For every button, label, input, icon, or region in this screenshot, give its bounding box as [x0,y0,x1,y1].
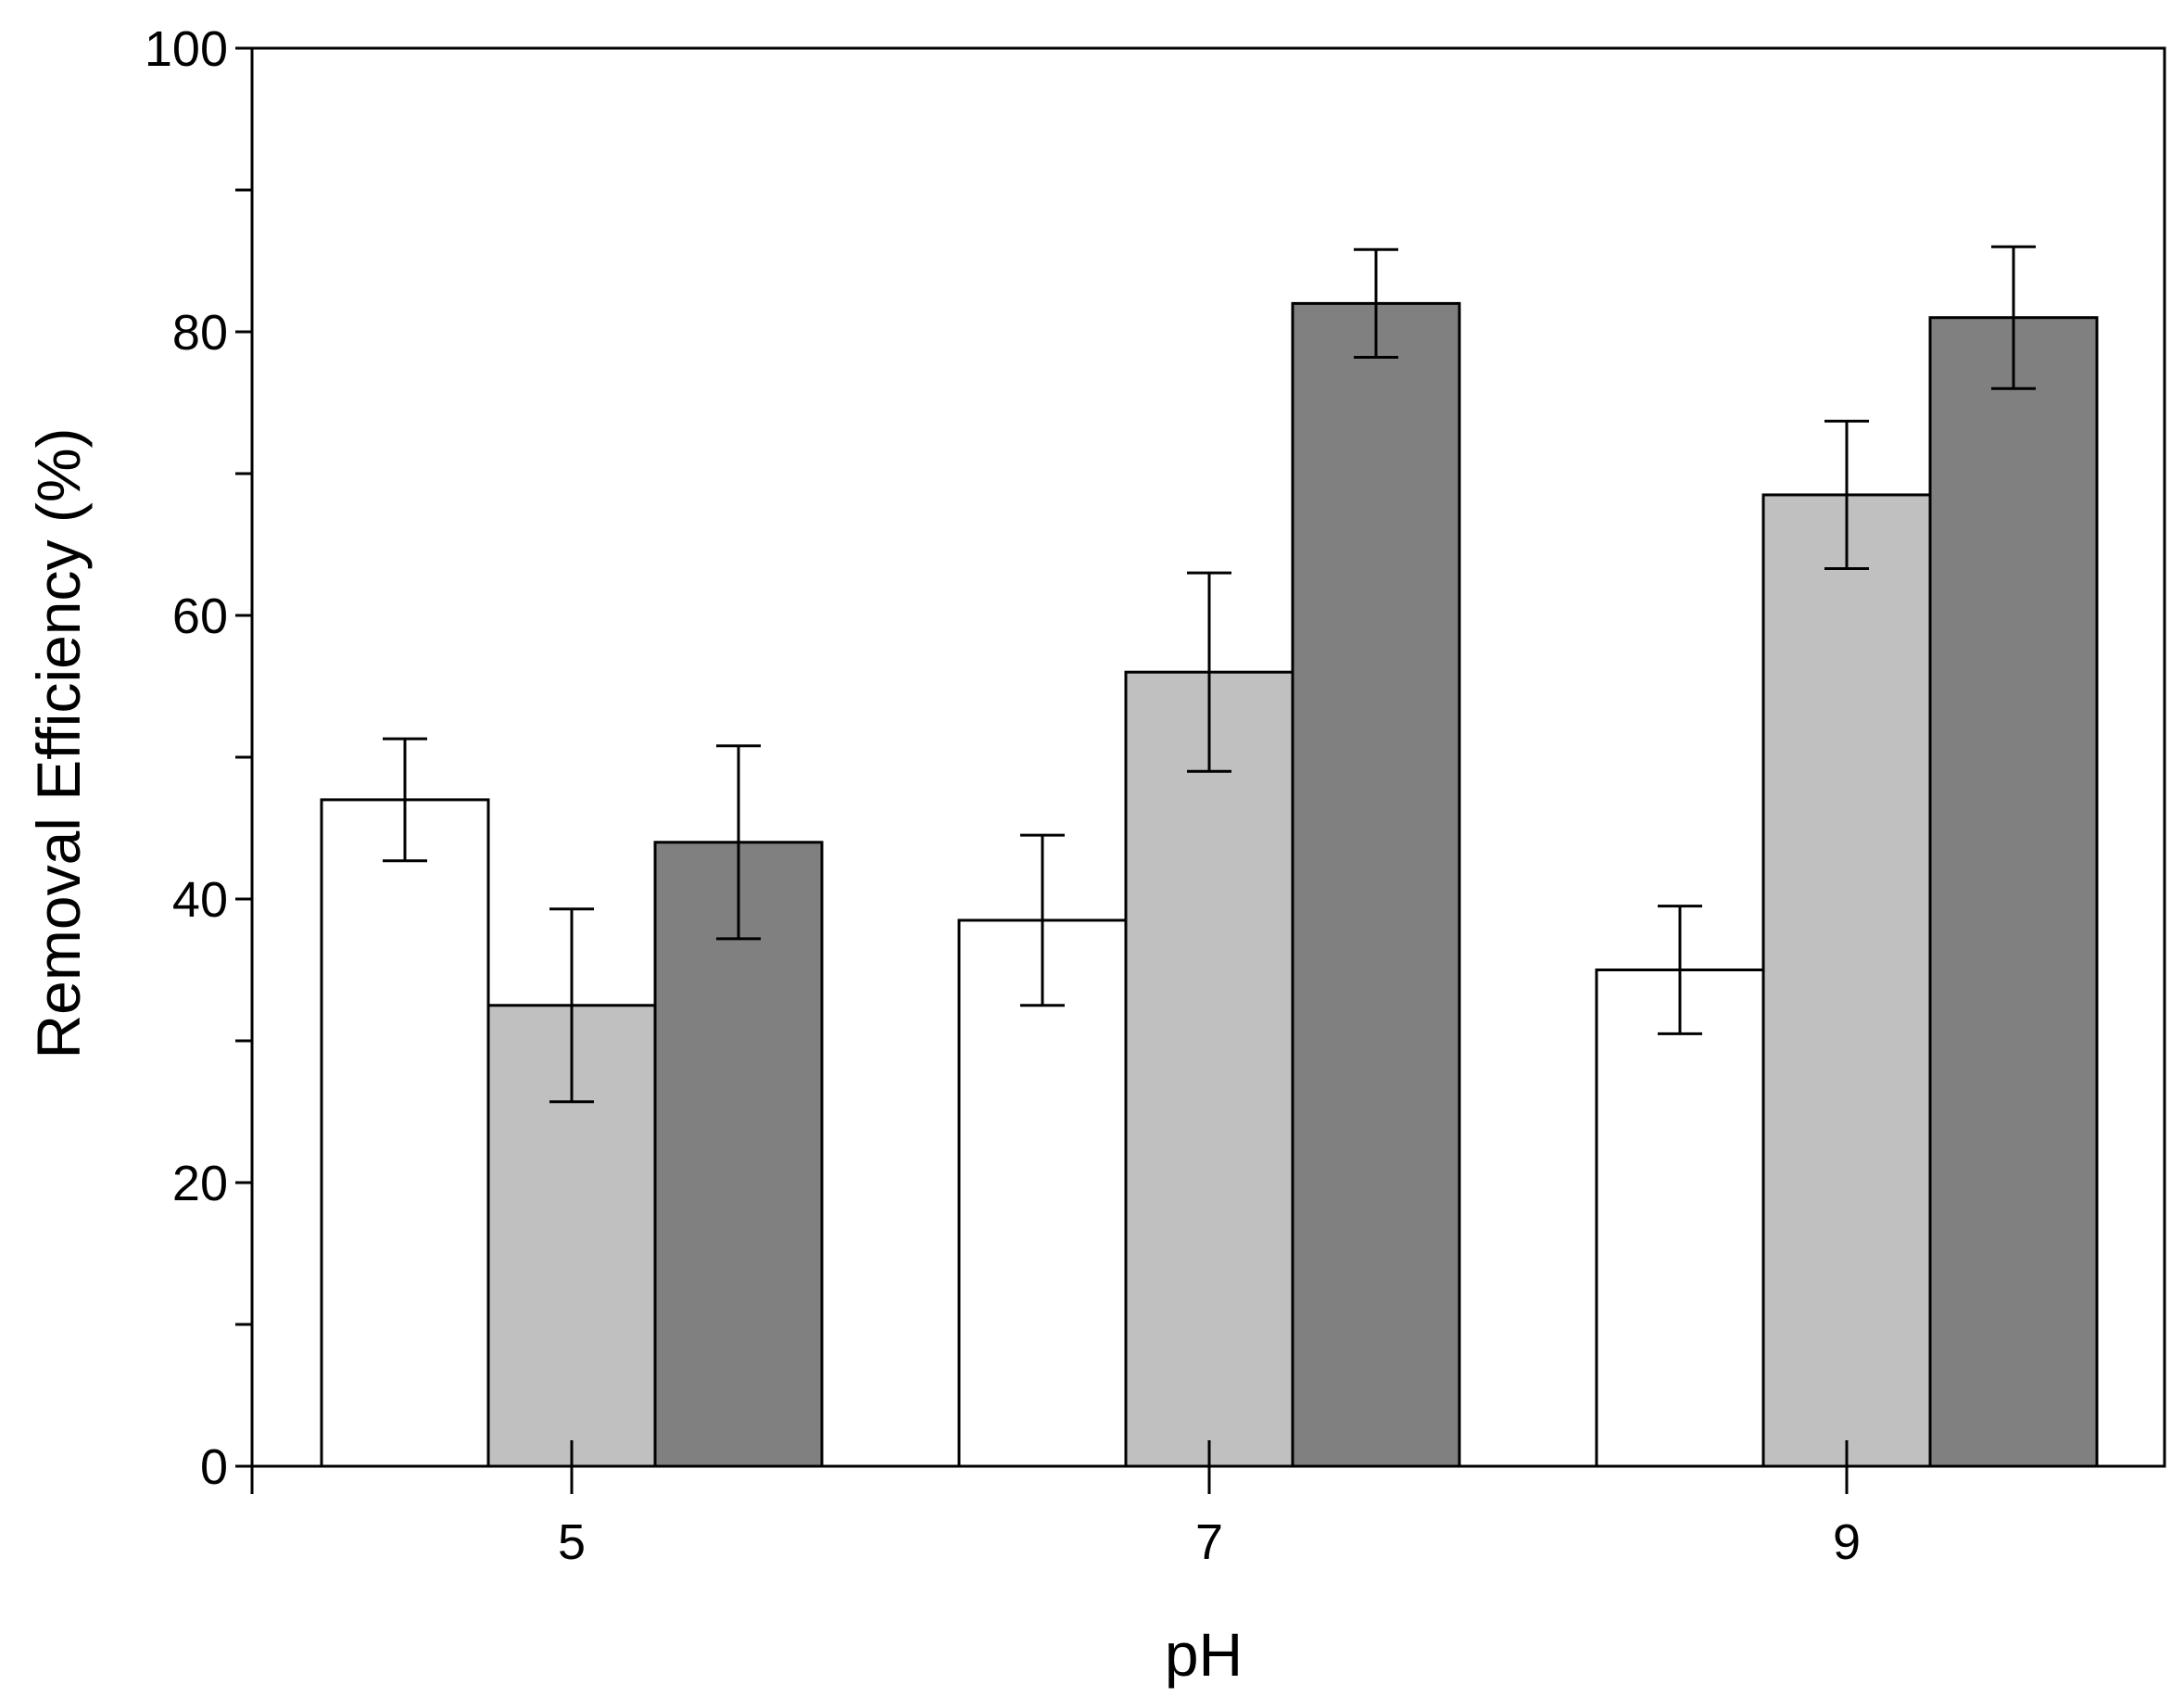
axis-layer: 0 20 40 60 80 100 5 7 9 [145,21,1861,1570]
error-bars-layer [383,245,2036,1104]
x-tick-label: 7 [1195,1514,1223,1570]
y-tick-label: 20 [172,1156,228,1211]
y-tick-label: 0 [200,1439,228,1495]
bar [320,798,490,1468]
bars-layer [320,301,2099,1468]
bar [1595,969,1765,1468]
y-axis-title: Removal Efficiency (%) [24,428,93,1059]
x-axis-title: pH [1165,1620,1243,1689]
y-tick-label: 100 [145,21,228,77]
bar [1761,493,1932,1468]
y-tick-label: 40 [172,872,228,928]
x-tick-label: 9 [1833,1514,1861,1570]
bar [653,841,824,1468]
bar [1124,670,1294,1468]
bar [1928,316,2099,1468]
x-tick-label: 5 [558,1514,586,1570]
bar [1291,301,1461,1468]
y-tick-label: 60 [172,589,228,644]
y-tick-label: 80 [172,305,228,361]
